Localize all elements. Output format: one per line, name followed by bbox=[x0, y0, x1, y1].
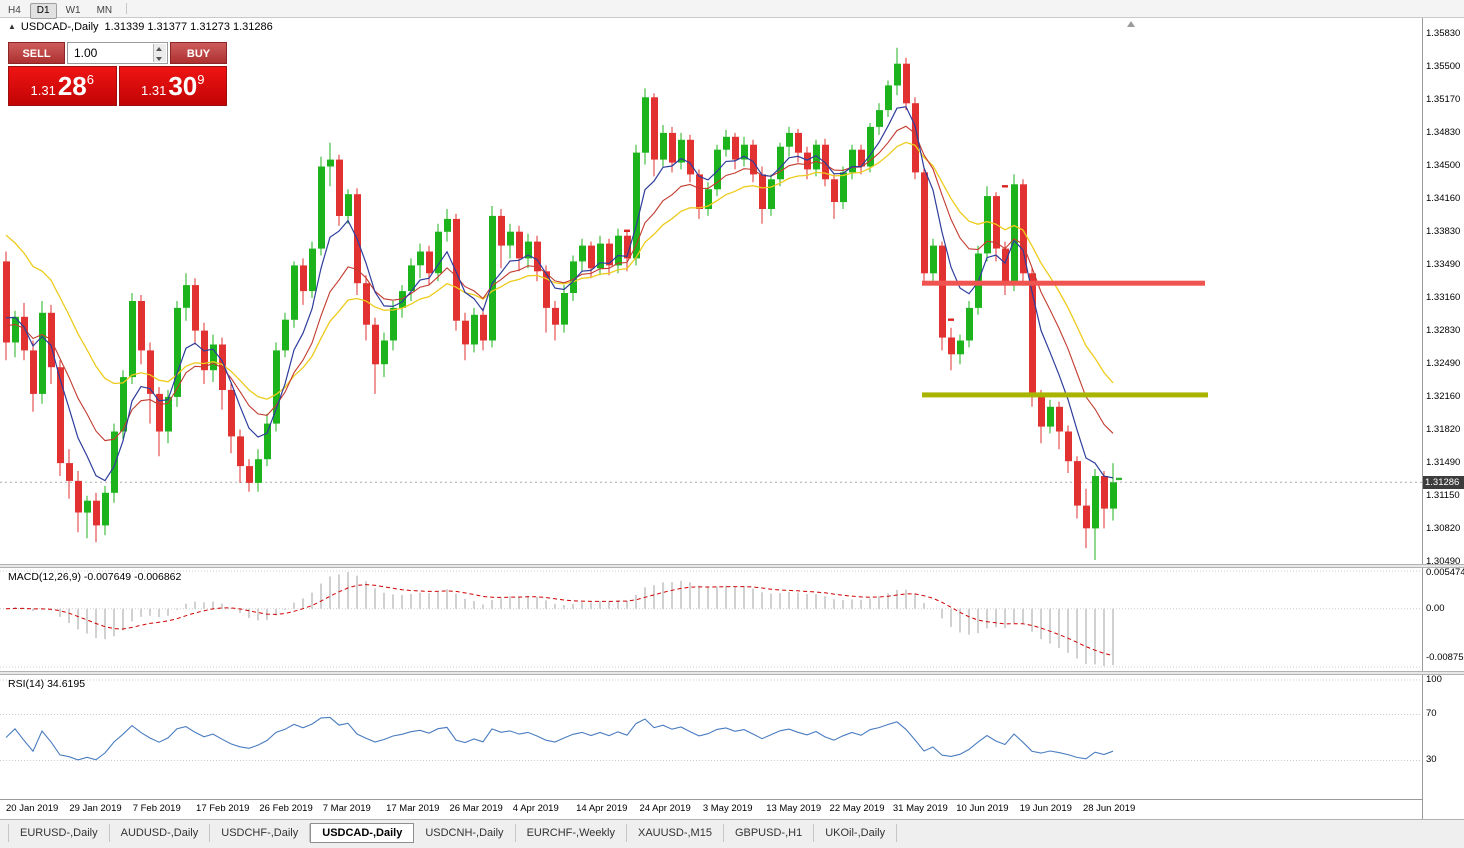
price-scale-label: 1.30490 bbox=[1426, 556, 1461, 567]
volume-value[interactable]: 1.00 bbox=[74, 46, 98, 60]
time-axis-label: 26 Mar 2019 bbox=[449, 803, 503, 814]
resistance-line[interactable] bbox=[922, 280, 1205, 286]
price-scale-label: 1.33160 bbox=[1426, 292, 1461, 303]
panel-splitter[interactable] bbox=[0, 564, 1464, 568]
ma-fast-line bbox=[5, 106, 1114, 482]
collapse-trade-panel-icon[interactable]: ▲ bbox=[8, 22, 16, 31]
tab-gbpusd-h1[interactable]: GBPUSD-,H1 bbox=[724, 824, 815, 842]
time-axis-label: 22 May 2019 bbox=[829, 803, 885, 814]
buy-price-point: 9 bbox=[197, 72, 205, 87]
top-toolbar: H4 D1 W1 MN bbox=[0, 0, 1464, 19]
timeframe-d1[interactable]: D1 bbox=[29, 3, 57, 19]
chart-ohlc-values: 1.31339 1.31377 1.31273 1.31286 bbox=[104, 21, 273, 33]
chart-header: ▲ USDCAD-,Daily 1.31339 1.31377 1.31273 1.… bbox=[8, 21, 273, 33]
price-scale-label: 1.33490 bbox=[1426, 259, 1461, 270]
rsi-scale-30: 30 bbox=[1426, 754, 1437, 765]
time-axis-label: 20 Jan 2019 bbox=[6, 803, 59, 814]
buy-price-prefix: 1.31 bbox=[141, 83, 167, 98]
price-scale-label: 1.32160 bbox=[1426, 391, 1461, 402]
toolbar-separator bbox=[126, 3, 128, 15]
chart-tab-bar: EURUSD-,Daily AUDUSD-,Daily USDCHF-,Daily U… bbox=[0, 819, 1464, 848]
time-axis[interactable] bbox=[0, 799, 1422, 819]
timeframe-button-group: H4 D1 W1 MN bbox=[0, 0, 120, 19]
time-axis-label: 31 May 2019 bbox=[892, 803, 948, 814]
chart-symbol-label: USDCAD-,Daily bbox=[20, 21, 99, 33]
volume-input[interactable]: 1.00 bbox=[67, 42, 168, 64]
time-axis-label: 14 Apr 2019 bbox=[576, 803, 628, 814]
price-scale-label: 1.35830 bbox=[1426, 28, 1461, 39]
sell-button[interactable]: SELL bbox=[8, 42, 65, 64]
price-scale-label: 1.34830 bbox=[1426, 127, 1461, 138]
price-scale-label: 1.31820 bbox=[1426, 424, 1461, 435]
sell-price-point: 6 bbox=[86, 72, 94, 87]
macd-indicator-label: MACD(12,26,9) -0.007649 -0.006862 bbox=[8, 571, 182, 583]
time-axis-label: 7 Feb 2019 bbox=[132, 803, 181, 814]
arrow-marker bbox=[1116, 477, 1122, 481]
price-scale-label: 1.35170 bbox=[1426, 94, 1461, 105]
chart-tabs: EURUSD-,Daily AUDUSD-,Daily USDCHF-,Daily U… bbox=[8, 823, 898, 843]
time-axis-label: 3 May 2019 bbox=[702, 803, 753, 814]
time-axis-label: 19 Jun 2019 bbox=[1019, 803, 1072, 814]
time-axis-label: 7 Mar 2019 bbox=[322, 803, 371, 814]
time-axis-label: 10 Jun 2019 bbox=[956, 803, 1009, 814]
ma-slow-line bbox=[5, 141, 1114, 400]
macd-scale-zero: 0.00 bbox=[1426, 602, 1445, 614]
buy-price-pips: 30 bbox=[168, 71, 198, 101]
current-price-badge: 1.31286 bbox=[1423, 476, 1464, 489]
rsi-indicator-label: RSI(14) 34.6195 bbox=[8, 678, 86, 690]
price-scale[interactable] bbox=[1422, 18, 1464, 819]
volume-down-icon[interactable] bbox=[154, 53, 166, 62]
tab-usdchf-daily[interactable]: USDCHF-,Daily bbox=[210, 824, 311, 842]
timeframe-mn[interactable]: MN bbox=[96, 5, 113, 16]
sell-price-pips: 28 bbox=[57, 71, 87, 101]
tab-usdcnh-daily[interactable]: USDCNH-,Daily bbox=[414, 824, 516, 842]
rsi-scale-100: 100 bbox=[1426, 674, 1442, 685]
price-scale-label: 1.32490 bbox=[1426, 358, 1461, 369]
arrow-marker bbox=[948, 318, 954, 321]
arrow-marker bbox=[624, 229, 630, 232]
ma-mid-line bbox=[5, 125, 1114, 442]
tab-ukoil-daily[interactable]: UKOil-,Daily bbox=[814, 824, 898, 842]
time-axis-label: 29 Jan 2019 bbox=[69, 803, 122, 814]
price-scale-label: 1.34160 bbox=[1426, 193, 1461, 204]
macd-scale-min: -0.008752 bbox=[1426, 652, 1464, 663]
sell-price-prefix: 1.31 bbox=[30, 83, 56, 98]
time-axis-label: 4 Apr 2019 bbox=[512, 803, 559, 814]
arrow-marker bbox=[1002, 185, 1008, 188]
time-axis-label: 28 Jun 2019 bbox=[1082, 803, 1136, 814]
time-axis-label: 24 Apr 2019 bbox=[639, 803, 691, 814]
support-line[interactable] bbox=[922, 392, 1208, 398]
price-scale-label: 1.31150 bbox=[1426, 490, 1460, 501]
one-click-trading-panel: SELL 1.00 BUY 1.31 28 6 1.31 30 9 bbox=[8, 42, 227, 106]
time-axis-label: 17 Feb 2019 bbox=[196, 803, 250, 814]
time-axis-label: 26 Feb 2019 bbox=[259, 803, 313, 814]
time-axis-label: 17 Mar 2019 bbox=[386, 803, 440, 814]
tab-usdcad-daily[interactable]: USDCAD-,Daily bbox=[310, 823, 415, 843]
buy-price-tile[interactable]: 1.31 30 9 bbox=[118, 66, 227, 106]
price-scale-label: 1.31490 bbox=[1426, 457, 1461, 468]
timeframe-w1[interactable]: W1 bbox=[65, 5, 81, 16]
price-scale-label: 1.35500 bbox=[1426, 61, 1461, 72]
price-scale-label: 1.34500 bbox=[1426, 160, 1461, 171]
tab-xauusd-m15[interactable]: XAUUSD-,M15 bbox=[627, 824, 724, 842]
time-axis-label: 13 May 2019 bbox=[766, 803, 822, 814]
sell-price-tile[interactable]: 1.31 28 6 bbox=[8, 66, 117, 106]
rsi-scale-70: 70 bbox=[1426, 708, 1437, 719]
price-scale-label: 1.32830 bbox=[1426, 325, 1461, 336]
volume-spinner[interactable] bbox=[153, 44, 166, 62]
rsi-line bbox=[5, 716, 1114, 761]
volume-up-icon[interactable] bbox=[154, 44, 166, 53]
macd-scale-max: 0.005474 bbox=[1426, 567, 1464, 578]
panel-splitter[interactable] bbox=[0, 671, 1464, 675]
tab-eurusd-daily[interactable]: EURUSD-,Daily bbox=[8, 824, 110, 842]
tab-audusd-daily[interactable]: AUDUSD-,Daily bbox=[110, 824, 211, 842]
buy-button[interactable]: BUY bbox=[170, 42, 227, 64]
timeframe-h4[interactable]: H4 bbox=[8, 5, 21, 16]
macd-signal-line bbox=[5, 584, 1114, 657]
price-scale-label: 1.30820 bbox=[1426, 523, 1461, 534]
price-scale-label: 1.33830 bbox=[1426, 226, 1461, 237]
tab-eurchf-weekly[interactable]: EURCHF-,Weekly bbox=[516, 824, 627, 842]
chart-shift-icon bbox=[1127, 21, 1135, 27]
